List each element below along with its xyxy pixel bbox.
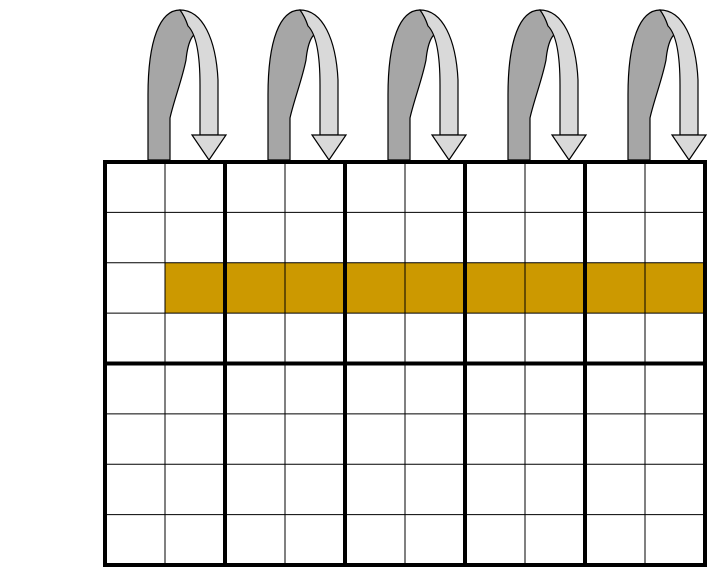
grid-cell <box>465 464 525 515</box>
u-turn-arrow <box>507 9 588 162</box>
arrow-right-shaft <box>658 9 699 136</box>
grid-cell <box>465 413 525 465</box>
grid-cell <box>225 464 285 515</box>
grid-cell <box>105 212 165 263</box>
grid-cell <box>225 363 285 414</box>
arrow-right-shaft <box>298 9 339 136</box>
grid-cell <box>165 413 225 465</box>
grid-cell <box>345 413 405 465</box>
grid-cell <box>345 363 405 414</box>
arrows-group <box>147 9 708 162</box>
grid-cell <box>645 464 705 515</box>
grid-cell <box>525 313 585 364</box>
grid-cell <box>405 464 465 515</box>
arrow-right-shaft <box>538 9 579 136</box>
grid-cell <box>585 363 645 414</box>
grid-cell <box>465 363 525 414</box>
grid-cell <box>525 464 585 515</box>
grid-cell <box>105 262 165 314</box>
grid-cell <box>165 212 225 263</box>
grid-cell <box>285 464 345 515</box>
grid-cell <box>165 514 225 565</box>
arrow-head <box>670 134 708 162</box>
grid-cell <box>285 514 345 565</box>
grid-cell <box>645 162 705 213</box>
grid-cell <box>405 212 465 263</box>
grid-cell <box>585 514 645 565</box>
grid-cell <box>345 313 405 364</box>
grid-cell <box>105 514 165 565</box>
grid-cell <box>285 313 345 364</box>
grid-cell <box>285 162 345 213</box>
grid-cell <box>465 162 525 213</box>
grid-cell <box>525 212 585 263</box>
u-turn-arrow <box>147 9 228 162</box>
grid-cell <box>405 162 465 213</box>
grid-cell <box>285 212 345 263</box>
grid-cell <box>585 313 645 364</box>
grid-cell <box>225 212 285 263</box>
grid-cell <box>345 514 405 565</box>
grid-cell <box>585 212 645 263</box>
grid-cell <box>105 363 165 414</box>
grid-cell <box>645 212 705 263</box>
grid-cell <box>225 413 285 465</box>
grid-cell <box>645 413 705 465</box>
arrow-head <box>190 134 228 162</box>
grid-cell <box>165 363 225 414</box>
grid-cell <box>525 162 585 213</box>
grid-cell <box>165 313 225 364</box>
grid-cell <box>345 464 405 515</box>
grid-cell <box>165 162 225 213</box>
arrow-head <box>550 134 588 162</box>
grid-cell <box>405 514 465 565</box>
grid-cell <box>285 413 345 465</box>
grid-lines-group <box>103 160 707 567</box>
grid-cell <box>105 313 165 364</box>
u-turn-arrow <box>267 9 348 162</box>
grid-cell <box>645 363 705 414</box>
grid-cell <box>345 212 405 263</box>
grid-cell <box>405 413 465 465</box>
grid-cell <box>465 313 525 364</box>
highlighted-row-band <box>165 262 705 314</box>
grid-cell <box>285 363 345 414</box>
grid-cell <box>585 413 645 465</box>
grid-cell <box>645 313 705 364</box>
grid-cell <box>165 464 225 515</box>
grid-cell <box>105 464 165 515</box>
grid-cells-group <box>105 162 705 565</box>
arrow-head <box>310 134 348 162</box>
grid-cell <box>465 514 525 565</box>
arrow-right-shaft <box>418 9 459 136</box>
grid-cell <box>645 514 705 565</box>
grid-cell <box>225 514 285 565</box>
arrow-head <box>430 134 468 162</box>
grid-cell <box>105 162 165 213</box>
grid-cell <box>465 212 525 263</box>
grid-cell <box>225 162 285 213</box>
highlight-group <box>165 262 705 314</box>
grid-cell <box>345 162 405 213</box>
u-turn-arrow <box>387 9 468 162</box>
u-turn-arrow <box>627 9 708 162</box>
grid-cell <box>225 313 285 364</box>
grid-cell <box>405 313 465 364</box>
grid-cell <box>105 413 165 465</box>
grid-cell <box>525 413 585 465</box>
arrow-right-shaft <box>178 9 219 136</box>
grid-cell <box>525 363 585 414</box>
grid-cell <box>525 514 585 565</box>
grid-cell <box>585 464 645 515</box>
grid-cell <box>405 363 465 414</box>
grid-cell <box>585 162 645 213</box>
